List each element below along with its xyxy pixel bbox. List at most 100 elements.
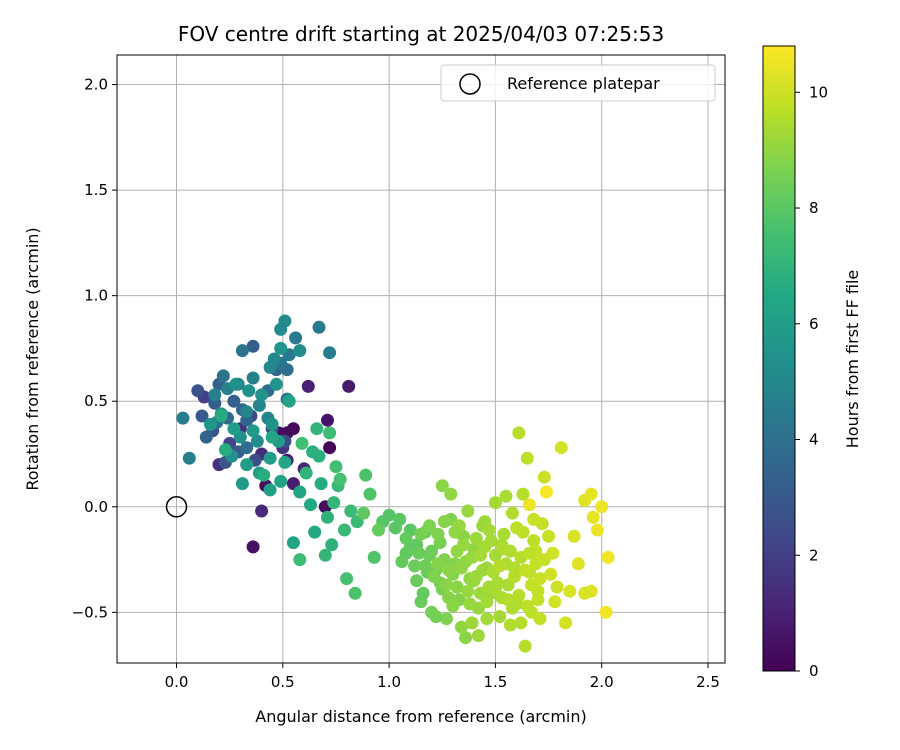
data-point (304, 498, 317, 512)
data-point (595, 500, 609, 514)
data-point (359, 468, 373, 482)
data-point (267, 352, 281, 366)
data-point (493, 559, 507, 573)
data-point (542, 529, 556, 543)
y-tick-label: 0.5 (84, 392, 108, 410)
data-point (505, 506, 519, 520)
colorbar-tick-label: 2 (809, 546, 819, 564)
data-point (399, 531, 413, 545)
data-point (471, 629, 485, 643)
data-point (342, 379, 356, 393)
data-point (176, 411, 190, 425)
y-tick-label: 1.0 (84, 287, 108, 305)
data-point (514, 616, 528, 630)
data-point (590, 523, 604, 537)
data-point (208, 388, 222, 402)
data-point (289, 331, 303, 345)
data-point (252, 398, 266, 412)
data-point (301, 379, 315, 393)
data-point (416, 586, 430, 600)
colorbar-tick-label: 4 (809, 431, 819, 449)
data-point (554, 441, 568, 455)
data-point (533, 572, 547, 586)
data-point (469, 569, 483, 583)
colorbar-gradient (762, 45, 796, 672)
data-point (567, 529, 581, 543)
data-point (255, 504, 269, 518)
data-point (537, 553, 551, 567)
data-point (214, 409, 228, 423)
data-point (327, 496, 341, 510)
data-point (450, 580, 464, 594)
data-point (312, 320, 326, 334)
data-point (293, 553, 307, 567)
data-point (372, 523, 385, 537)
data-point (586, 510, 600, 524)
data-point (522, 498, 536, 512)
data-point (435, 479, 449, 493)
data-point (235, 344, 249, 358)
data-point (329, 460, 343, 474)
data-point (293, 485, 307, 499)
data-point (414, 527, 428, 541)
data-point (357, 506, 371, 520)
data-point (314, 477, 328, 491)
data-point (338, 523, 351, 537)
data-point (229, 377, 243, 391)
data-point (457, 538, 470, 552)
data-point (480, 595, 494, 609)
data-point (408, 559, 422, 573)
data-point (425, 544, 439, 558)
legend-label-reference: Reference platepar (507, 74, 660, 93)
x-axis-label: Angular distance from reference (arcmin) (255, 707, 586, 726)
colorbar-tick-label: 10 (809, 83, 828, 101)
data-point (548, 595, 562, 609)
data-point (282, 394, 296, 408)
data-point (461, 584, 475, 598)
data-point (599, 605, 613, 619)
data-point (278, 314, 292, 328)
data-point (488, 496, 502, 510)
data-point (442, 563, 456, 577)
data-point (204, 417, 217, 431)
data-point (448, 525, 462, 539)
data-point (537, 470, 551, 484)
data-point (240, 405, 254, 419)
data-point (578, 586, 592, 600)
data-point (240, 441, 254, 455)
data-point (293, 344, 307, 358)
data-point (250, 434, 264, 448)
colorbar-label: Hours from first FF file (843, 270, 862, 449)
data-point (497, 542, 511, 556)
data-point (333, 472, 347, 486)
data-point (459, 631, 473, 645)
data-point (235, 477, 249, 491)
data-point (218, 443, 232, 457)
data-point (527, 534, 541, 548)
data-point (423, 519, 436, 533)
data-point (503, 618, 517, 632)
plot-frame (116, 54, 726, 664)
data-point (508, 569, 521, 583)
data-point (520, 599, 534, 613)
data-point (440, 612, 453, 626)
data-point (563, 584, 577, 598)
data-point (246, 339, 260, 353)
grid-lines (117, 55, 725, 663)
data-point (246, 371, 260, 385)
data-point (265, 430, 279, 444)
data-point (520, 451, 534, 465)
data-point (240, 458, 254, 472)
data-point (246, 540, 260, 554)
x-tick-label: 1.5 (483, 673, 507, 691)
colorbar-tick-label: 8 (809, 199, 819, 217)
data-point (318, 548, 332, 562)
data-point (493, 610, 507, 624)
colorbar-tick-label: 0 (809, 662, 819, 680)
data-point (499, 489, 513, 503)
data-point (325, 538, 339, 552)
data-point (344, 504, 358, 518)
data-point (274, 474, 288, 488)
data-point (431, 527, 445, 541)
